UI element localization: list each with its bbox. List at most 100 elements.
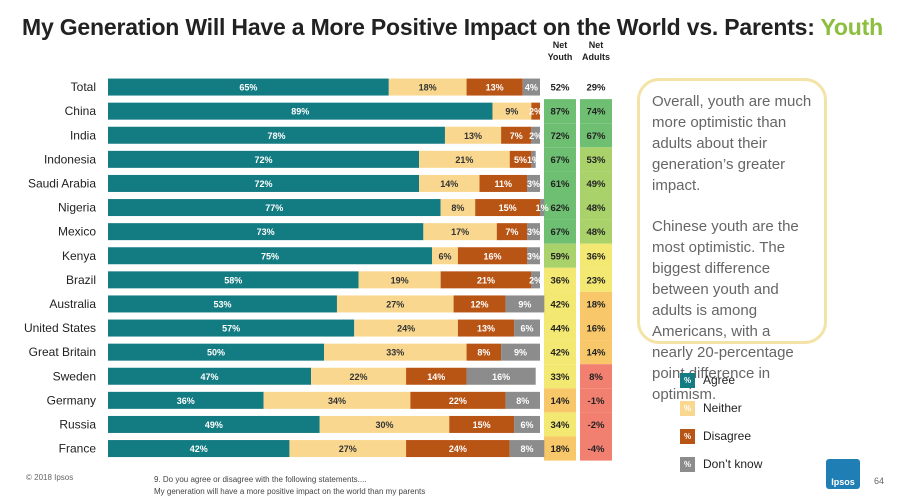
bar-label-agree-indonesia: 72%: [255, 155, 273, 165]
net-value-adults-saudi-arabia: 49%: [586, 179, 606, 190]
bar-label-disagree-russia: 15%: [473, 420, 491, 430]
bar-label-neither-russia: 30%: [375, 420, 393, 430]
bar-agree-mexico: [108, 223, 424, 241]
net-cell-youth-india: [544, 123, 576, 148]
net-cell-youth-russia: [544, 412, 576, 437]
legend-item-agree: % Agree: [680, 366, 762, 394]
bar-label-neither-india: 13%: [464, 131, 482, 141]
bar-label-agree-china: 89%: [291, 107, 309, 117]
bar-disagree-united-states: [457, 319, 515, 337]
net-cell-adults-china: [580, 99, 612, 124]
net-cell-youth-brazil: [544, 267, 576, 292]
net-cell-youth-sweden: [544, 364, 576, 389]
bar-label-disagree-china: 2%: [529, 107, 542, 117]
bar-label-neither-france: 27%: [339, 444, 357, 454]
bar-agree-china: [108, 102, 493, 120]
net-cell-youth-nigeria: [544, 195, 576, 220]
legend-swatch-agree: %: [680, 372, 695, 388]
bar-label-don-t-know-brazil: 2%: [529, 275, 542, 285]
bar-label-disagree-nigeria: 15%: [499, 203, 517, 213]
bar-label-don-t-know-russia: 6%: [521, 420, 534, 430]
bar-disagree-great-britain: [466, 343, 502, 361]
row-label-indonesia: Indonesia: [44, 152, 96, 166]
bar-disagree-kenya: [457, 247, 528, 265]
net-value-adults-australia: 18%: [586, 299, 606, 310]
row-label-sweden: Sweden: [53, 369, 96, 383]
bar-label-agree-nigeria: 77%: [265, 203, 283, 213]
bar-neither-kenya: [432, 247, 458, 265]
bar-disagree-australia: [453, 295, 506, 313]
bar-label-don-t-know-great-britain: 9%: [514, 348, 527, 358]
bar-disagree-total: [466, 78, 523, 96]
bar-label-agree-kenya: 75%: [261, 251, 279, 261]
bar-disagree-india: [501, 126, 532, 144]
chart-title: My Generation Will Have a More Positive …: [22, 14, 883, 41]
net-cell-adults-sweden: [580, 364, 612, 389]
bar-don-t-know-united-states: [514, 319, 540, 337]
bar-don-t-know-great-britain: [501, 343, 540, 361]
bar-label-neither-great-britain: 33%: [386, 348, 404, 358]
net-value-adults-great-britain: 14%: [586, 348, 606, 359]
net-value-adults-brazil: 23%: [586, 275, 606, 286]
callout-paragraph-1: Overall, youth are much more optimistic …: [652, 93, 812, 194]
bar-label-disagree-united-states: 13%: [477, 324, 495, 334]
bar-label-neither-australia: 27%: [386, 299, 404, 309]
net-value-adults-sweden: 8%: [589, 372, 603, 383]
bar-agree-india: [108, 126, 445, 144]
bar-label-neither-sweden: 22%: [350, 372, 368, 382]
net-cell-youth-great-britain: [544, 340, 576, 365]
bar-neither-sweden: [311, 367, 407, 385]
bar-label-neither-brazil: 19%: [391, 275, 409, 285]
legend-label-dont-know: Don’t know: [703, 457, 763, 471]
bar-label-neither-germany: 34%: [328, 396, 346, 406]
bar-neither-indonesia: [419, 150, 510, 168]
net-value-youth-sweden: 33%: [550, 372, 570, 383]
net-value-youth-germany: 14%: [550, 396, 570, 407]
bar-label-disagree-saudi-arabia: 11%: [495, 179, 513, 189]
bar-neither-total: [388, 78, 467, 96]
bar-label-don-t-know-sweden: 16%: [492, 372, 510, 382]
net-value-youth-australia: 42%: [550, 299, 570, 310]
bar-label-disagree-sweden: 14%: [427, 372, 445, 382]
callout-paragraph-2: Chinese youth are the most optimistic. T…: [652, 218, 799, 403]
net-cell-adults-mexico: [580, 219, 612, 244]
bar-label-don-t-know-indonesia: 1%: [527, 155, 540, 165]
net-value-youth-russia: 34%: [550, 420, 570, 431]
bar-label-don-t-know-mexico: 3%: [527, 227, 540, 237]
bar-neither-united-states: [354, 319, 458, 337]
bar-label-don-t-know-total: 4%: [525, 83, 538, 93]
net-cell-adults-australia: [580, 291, 612, 316]
bar-agree-great-britain: [108, 343, 324, 361]
bar-label-agree-france: 42%: [190, 444, 208, 454]
bar-label-agree-australia: 53%: [213, 299, 231, 309]
bar-neither-great-britain: [324, 343, 467, 361]
legend: % Agree % Neither % Disagree % Don’t kno…: [680, 366, 762, 478]
bar-label-neither-united-states: 24%: [397, 324, 415, 334]
legend-item-disagree: % Disagree: [680, 422, 762, 450]
bar-label-agree-total: 65%: [239, 83, 257, 93]
bar-don-t-know-india: [531, 126, 540, 144]
net-value-adults-germany: -1%: [588, 396, 605, 407]
net-cell-adults-brazil: [580, 267, 612, 292]
bar-agree-total: [108, 78, 389, 96]
bar-don-t-know-australia: [505, 295, 545, 313]
net-value-youth-brazil: 36%: [550, 275, 570, 286]
net-cell-adults-nigeria: [580, 195, 612, 220]
bar-neither-mexico: [423, 223, 497, 241]
legend-swatch-disagree: %: [680, 428, 695, 444]
footnote-line-1: 9. Do you agree or disagree with the fol…: [154, 475, 367, 484]
net-cell-adults-kenya: [580, 243, 612, 268]
question-footnote: 9. Do you agree or disagree with the fol…: [154, 474, 425, 498]
row-label-germany: Germany: [47, 393, 96, 407]
bar-neither-china: [492, 102, 532, 120]
bar-agree-germany: [108, 391, 264, 409]
net-cell-youth-indonesia: [544, 147, 576, 172]
bar-label-disagree-india: 7%: [510, 131, 523, 141]
net-cell-youth-united-states: [544, 316, 576, 341]
net-value-youth-mexico: 67%: [550, 227, 570, 238]
chart-title-highlight: Youth: [820, 14, 884, 40]
bar-disagree-saudi-arabia: [479, 174, 528, 192]
bar-don-t-know-germany: [505, 391, 540, 409]
ipsos-logo: Ipsos: [826, 459, 860, 489]
bar-disagree-sweden: [406, 367, 467, 385]
